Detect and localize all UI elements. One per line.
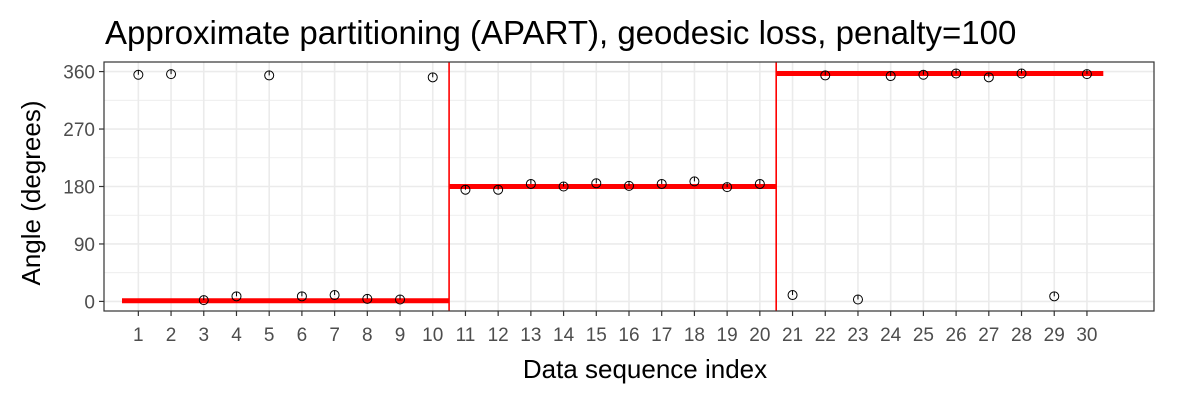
x-tick-label: 8 (362, 325, 373, 346)
x-tick-label: 22 (815, 325, 836, 346)
x-axis-title: Data sequence index (523, 354, 767, 384)
y-tick-label: 360 (63, 63, 95, 84)
x-tick-label: 2 (166, 325, 177, 346)
y-tick-label: 270 (63, 120, 95, 141)
y-tick-label: 90 (74, 235, 95, 256)
x-tick-label: 5 (264, 325, 275, 346)
x-tick-label: 23 (847, 325, 868, 346)
x-tick-label: 27 (978, 325, 999, 346)
x-tick-label: 16 (618, 325, 639, 346)
x-tick-label: 13 (520, 325, 541, 346)
x-tick-label: 11 (456, 325, 476, 346)
x-tick-label: 29 (1044, 325, 1065, 346)
x-tick-label: 14 (553, 325, 575, 346)
x-tick-label: 18 (684, 325, 705, 346)
x-tick-label: 28 (1011, 325, 1032, 346)
x-tick-label: 15 (586, 325, 607, 346)
x-tick-label: 3 (198, 325, 209, 346)
x-tick-label: 17 (651, 325, 672, 346)
x-tick-label: 26 (946, 325, 967, 346)
x-tick-label: 7 (329, 325, 340, 346)
x-tick-label: 25 (913, 325, 934, 346)
y-tick-label: 0 (84, 292, 95, 313)
chart-title: Approximate partitioning (APART), geodes… (105, 14, 1016, 51)
x-tick-label: 1 (133, 325, 144, 346)
x-tick-label: 20 (749, 325, 770, 346)
x-tick-label: 6 (297, 325, 308, 346)
x-tick-label: 24 (880, 325, 902, 346)
x-tick-label: 9 (395, 325, 406, 346)
y-axis-title: Angle (degrees) (16, 101, 46, 286)
x-tick-label: 10 (422, 325, 443, 346)
x-tick-label: 30 (1076, 325, 1097, 346)
x-tick-label: 19 (717, 325, 738, 346)
x-tick-label: 12 (488, 325, 509, 346)
x-tick-label: 21 (782, 325, 803, 346)
x-tick-label: 4 (231, 325, 242, 346)
y-tick-label: 180 (63, 178, 95, 199)
